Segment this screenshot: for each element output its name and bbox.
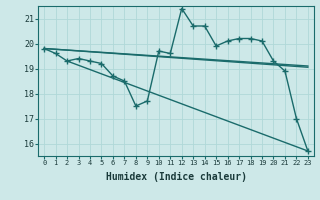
X-axis label: Humidex (Indice chaleur): Humidex (Indice chaleur) <box>106 172 246 182</box>
